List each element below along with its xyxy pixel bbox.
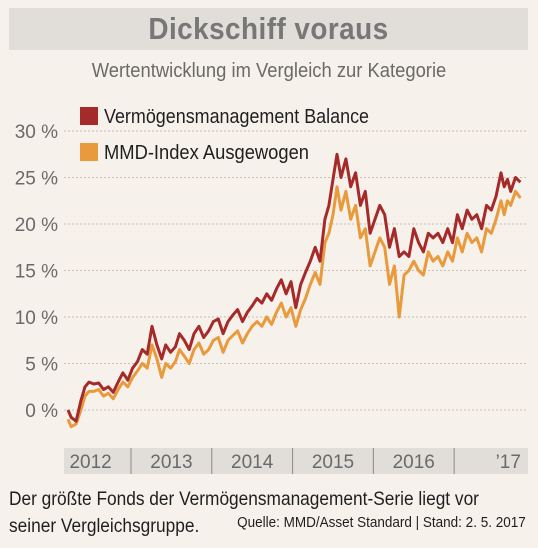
y-tick-label: 20 % [15, 215, 58, 236]
caption-line-2: seiner Vergleichsgruppe. [9, 516, 200, 537]
y-tick-label: 0 % [25, 401, 58, 422]
chart-title: Dickschiff voraus [148, 11, 389, 46]
source-note: Quelle: MMD/Asset Standard | Stand: 2. 5… [237, 514, 526, 531]
x-axis-band [64, 448, 528, 474]
legend-label: MMD-Index Ausgewogen [104, 142, 309, 164]
y-axis-ticks: 0 % 5 % 10 % 15 % 20 % 25 % 30 % [15, 122, 58, 422]
x-tick-label: 2014 [231, 452, 274, 473]
series-line-0 [66, 152, 522, 423]
x-tick-label: ’17 [496, 452, 521, 473]
chart-subtitle: Wertentwicklung im Vergleich zur Kategor… [91, 60, 447, 82]
y-tick-label: 30 % [15, 122, 58, 143]
series-line-1 [66, 185, 522, 429]
x-tick-label: 2013 [150, 452, 192, 473]
series-lines [66, 152, 522, 429]
chart-caption: Der größte Fonds der Vermögensmanagement… [9, 486, 482, 540]
y-tick-label: 5 % [25, 355, 58, 376]
legend-swatch [80, 107, 98, 125]
legend-swatch [80, 143, 98, 161]
y-tick-label: 15 % [15, 262, 58, 283]
x-axis-ticks: 2012 2013 2014 2015 2016 ’17 [69, 448, 521, 474]
y-tick-label: 10 % [15, 308, 58, 329]
y-tick-label: 25 % [15, 169, 58, 190]
x-tick-label: 2016 [393, 452, 435, 473]
title-bar: Dickschiff voraus [9, 8, 528, 50]
legend: Vermögensmanagement Balance MMD-Index Aus… [80, 106, 369, 164]
legend-label: Vermögensmanagement Balance [104, 106, 369, 128]
x-tick-label: 2015 [312, 452, 354, 473]
caption-line-1: Der größte Fonds der Vermögensmanagement… [9, 489, 479, 510]
x-tick-label: 2012 [69, 452, 111, 473]
